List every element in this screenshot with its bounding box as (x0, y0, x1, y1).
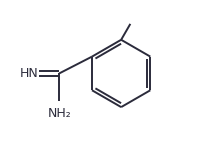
Text: NH₂: NH₂ (47, 107, 71, 120)
Text: HN: HN (20, 67, 39, 80)
